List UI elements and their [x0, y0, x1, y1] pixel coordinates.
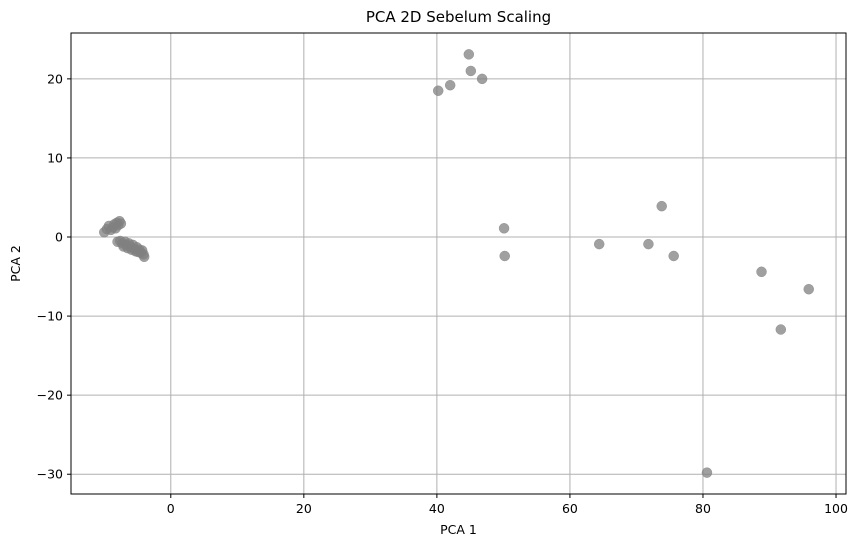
scatter-point [465, 65, 477, 77]
scatter-point [668, 250, 679, 262]
y-tick-label: −20 [37, 388, 63, 403]
grid-lines [71, 33, 846, 494]
scatter-point [643, 238, 654, 250]
y-tick-label: −10 [37, 309, 63, 324]
scatter-point [138, 251, 150, 263]
x-tick-label: 20 [296, 501, 312, 516]
y-axis-label: PCA 2 [8, 245, 23, 282]
y-tick-label: 20 [47, 71, 63, 86]
y-tick-label: 10 [47, 150, 63, 165]
scatter-point [444, 79, 456, 91]
scatter-point [463, 49, 475, 60]
y-tick-label: 0 [55, 230, 63, 245]
scatter-point [498, 223, 510, 234]
scatter-point [115, 218, 127, 229]
x-tick-label: 60 [562, 501, 578, 516]
x-tick-label: 100 [824, 501, 848, 516]
scatter-point [499, 250, 510, 262]
x-axis-label: PCA 1 [440, 522, 477, 537]
x-tick-label: 0 [167, 501, 175, 516]
scatter-points [99, 49, 814, 478]
plot-frame [70, 32, 847, 495]
x-tick-label: 40 [429, 501, 445, 516]
scatter-point [701, 467, 713, 478]
scatter-point [656, 200, 667, 212]
scatter-point [476, 73, 488, 85]
scatter-point [432, 85, 444, 96]
chart-title: PCA 2D Sebelum Scaling [366, 8, 551, 26]
y-tick-label: −30 [37, 467, 63, 482]
scatter-point [593, 238, 605, 250]
scatter-point [756, 266, 767, 278]
axis-ticks: 0 20 40 60 80 100 −30 −20 −10 0 10 20 [37, 71, 848, 516]
x-tick-label: 80 [695, 501, 711, 516]
scatter-point [775, 324, 787, 335]
scatter-point [803, 283, 814, 295]
